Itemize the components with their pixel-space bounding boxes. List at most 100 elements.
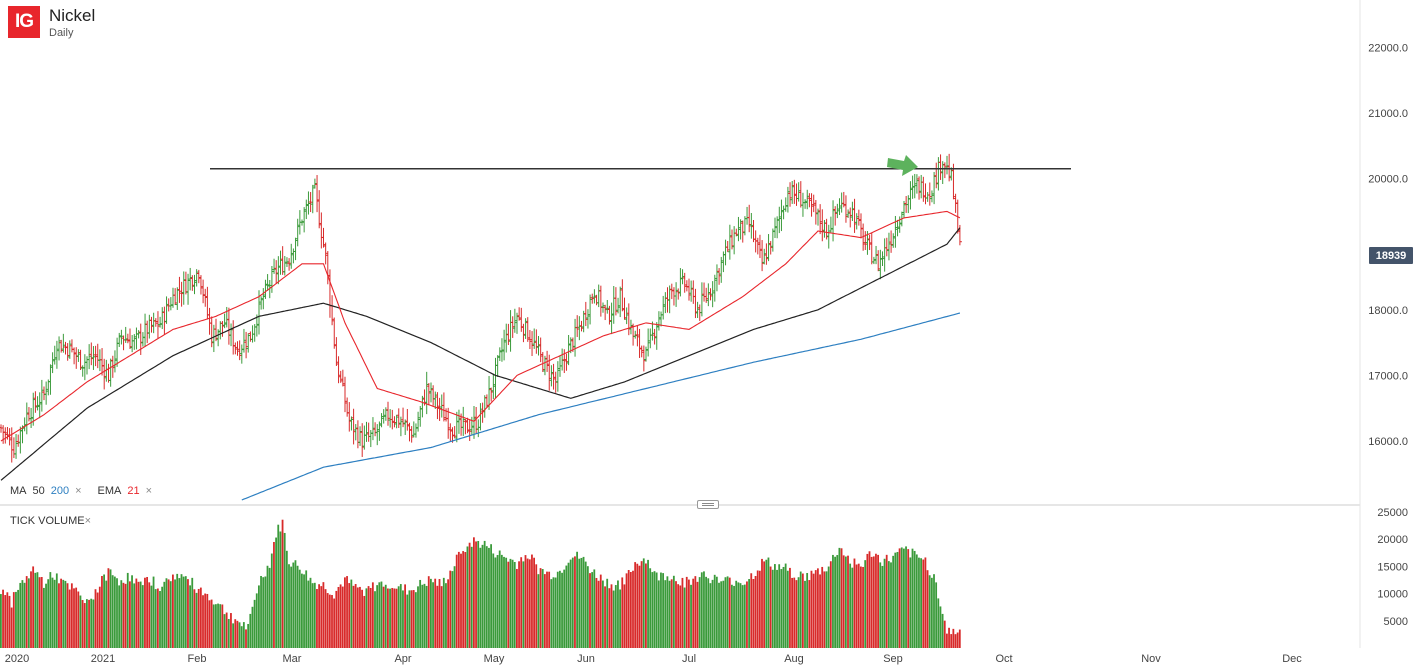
volume-bar <box>311 583 314 648</box>
ohlc-bar <box>345 397 350 417</box>
volume-bar <box>500 554 503 648</box>
volume-bar <box>217 603 219 648</box>
ohlc-bar <box>0 424 3 433</box>
volume-bar <box>341 586 344 648</box>
time-tick-label: Dec <box>1282 653 1302 665</box>
volume-bar <box>473 537 475 648</box>
volume-bar <box>718 582 720 648</box>
volume-bar <box>817 568 819 648</box>
volume-bar <box>602 580 604 648</box>
ohlc-bar <box>596 284 601 308</box>
ohlc-bar <box>493 357 498 399</box>
ohlc-bar <box>613 287 618 316</box>
volume-bar <box>277 524 280 648</box>
volume-bar <box>68 589 71 648</box>
panel-resize-handle[interactable] <box>697 500 719 509</box>
volume-bar <box>43 587 45 648</box>
ohlc-bar <box>517 307 522 321</box>
volume-bar <box>197 588 200 648</box>
volume-bar <box>958 629 961 648</box>
volume-bar <box>380 581 383 648</box>
volume-bar <box>582 556 585 648</box>
volume-bar <box>288 564 290 648</box>
volume-tick-label: 25000 <box>1377 507 1408 519</box>
ohlc-bar <box>3 427 8 444</box>
volume-bar <box>17 589 19 648</box>
ohlc-bar <box>609 302 614 335</box>
ohlc-bar <box>24 402 29 435</box>
volume-bar <box>920 558 922 648</box>
volume-bar <box>141 585 144 648</box>
volume-bar <box>101 576 103 648</box>
volume-bar <box>883 558 886 648</box>
volume-bar <box>894 552 897 648</box>
volume-bar <box>896 551 899 648</box>
volume-bar <box>255 593 258 648</box>
volume-bar <box>292 562 295 648</box>
volume-bar <box>23 582 26 648</box>
volume-bar <box>522 561 525 648</box>
ohlc-bar <box>504 323 509 353</box>
ohlc-bar <box>209 316 214 348</box>
volume-bar <box>507 561 510 648</box>
remove-ma-icon[interactable]: × <box>75 485 82 497</box>
volume-bar <box>414 592 417 648</box>
volume-bar <box>952 628 955 648</box>
volume-bar <box>242 622 245 648</box>
volume-bar <box>384 584 387 648</box>
arrow-annotation <box>887 155 918 176</box>
volume-bar <box>857 563 860 648</box>
ohlc-bar <box>508 310 513 352</box>
volume-bar <box>668 580 671 648</box>
remove-ema-icon[interactable]: × <box>145 485 153 497</box>
volume-bar <box>438 579 441 648</box>
volume-bar <box>829 561 832 648</box>
ohlc-bar <box>702 282 707 302</box>
volume-bar <box>548 571 551 648</box>
volume-title-label: TICK VOLUME <box>10 515 85 527</box>
ohlc-bar <box>441 392 446 422</box>
ohlc-bar <box>661 295 666 320</box>
ohlc-bar <box>605 300 610 314</box>
volume-bar <box>926 570 929 648</box>
ohlc-bar <box>695 301 700 318</box>
price-tick-label: 17000.0 <box>1368 370 1408 382</box>
volume-bar <box>606 578 609 648</box>
volume-bar <box>113 576 116 648</box>
volume-bar <box>174 579 176 648</box>
ohlc-bar <box>687 278 691 301</box>
volume-bar <box>737 582 740 648</box>
volume-bar <box>604 586 606 648</box>
volume-bar <box>915 554 918 648</box>
volume-bar <box>449 570 452 648</box>
volume-bar <box>784 563 787 648</box>
ohlc-bar <box>710 281 715 308</box>
volume-axis: 25000 20000 15000 10000 5000 <box>1377 507 1408 628</box>
volume-bar <box>324 589 327 648</box>
volume-tick-label: 10000 <box>1377 589 1408 601</box>
volume-bar <box>135 578 138 648</box>
volume-bars <box>0 519 961 648</box>
ohlc-bar <box>699 282 704 317</box>
ohlc-bar <box>173 288 178 305</box>
volume-bar <box>230 613 232 648</box>
volume-bar <box>150 585 153 648</box>
ohlc-bar <box>798 181 803 208</box>
volume-bar <box>266 565 269 648</box>
volume-bar <box>724 577 727 648</box>
ohlc-bar <box>497 347 502 361</box>
volume-bar <box>322 582 325 648</box>
time-tick-label: Sep <box>883 653 903 665</box>
volume-bar <box>148 582 151 648</box>
volume-bar <box>354 584 357 648</box>
ohlc-bar <box>349 416 354 431</box>
ohlc-bar <box>822 219 827 238</box>
volume-bar <box>640 561 643 648</box>
volume-bar <box>361 589 363 648</box>
remove-volume-icon[interactable]: × <box>84 515 92 527</box>
ohlc-bar <box>738 219 743 240</box>
volume-bar <box>270 553 273 648</box>
ohlc-bar <box>390 409 395 430</box>
ohlc-bar <box>355 420 360 449</box>
